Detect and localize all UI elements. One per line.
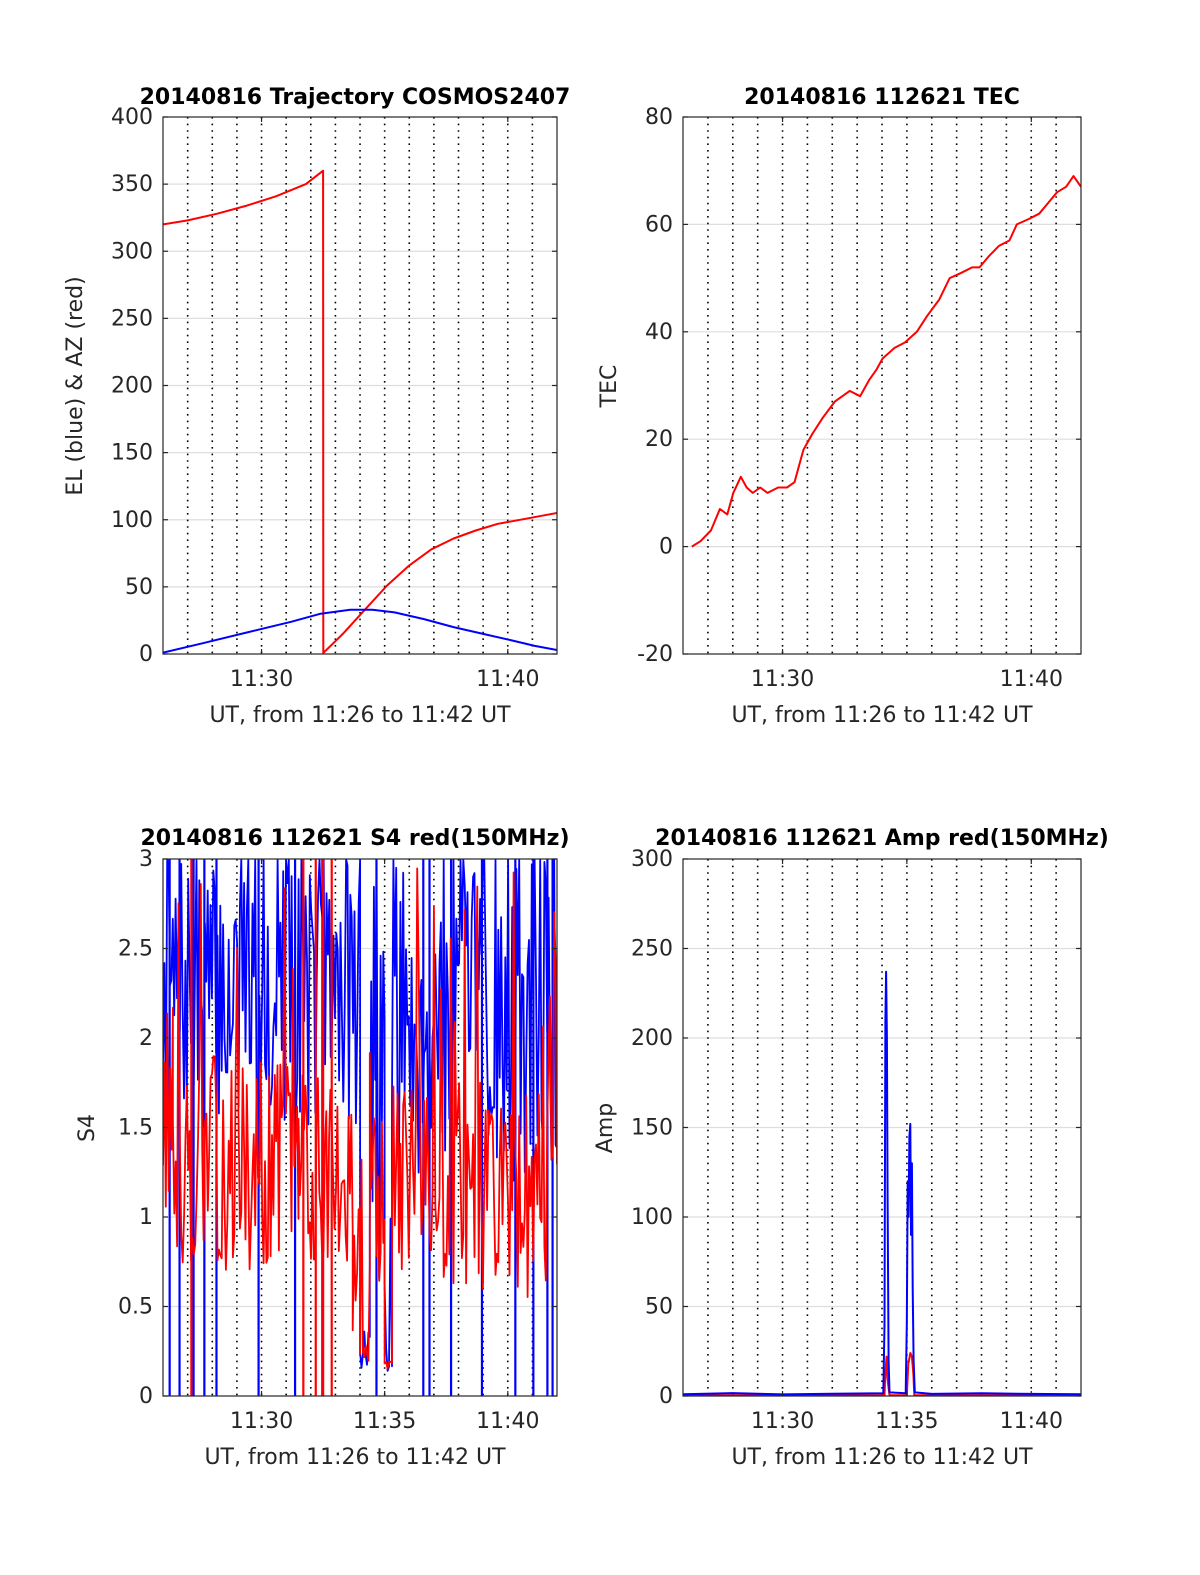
series-line-0 — [691, 175, 1081, 548]
x-tick-label: 11:35 — [353, 1409, 416, 1434]
y-tick-label: 100 — [111, 508, 153, 533]
noisy-series-1 — [163, 867, 557, 1370]
tick-marks: 0 50 100 150 200 250 300 350 400 11:30 11:40 — [111, 105, 557, 692]
y-tick-label: 3 — [139, 847, 153, 872]
y-tick-label: 0 — [659, 1384, 673, 1409]
tick-marks: -20 0 20 40 60 80 11:30 11:40 — [637, 105, 1081, 692]
y-tick-label: 250 — [631, 937, 673, 962]
tick-marks: 0 0.5 1 1.5 2 2.5 3 11:30 11:35 11:40 — [118, 847, 557, 1434]
y-axis-label: Amp — [593, 1103, 618, 1153]
amp-panel: 0 50 100 150 200 250 300 11:30 11:35 11:40 201408… — [593, 826, 1109, 1470]
x-axis-label: UT, from 11:26 to 11:42 UT — [731, 1445, 1033, 1470]
y-tick-label: 200 — [631, 1026, 673, 1051]
y-tick-label: 60 — [645, 212, 673, 237]
series-lines — [163, 169, 557, 654]
y-axis-label: EL (blue) & AZ (red) — [63, 276, 88, 495]
y-tick-label: 50 — [125, 575, 153, 600]
x-tick-label: 11:30 — [751, 1409, 814, 1434]
y-axis-label: TEC — [597, 365, 622, 409]
y-tick-label: 2 — [139, 1026, 153, 1051]
chart-title: 20140816 Trajectory COSMOS2407 — [140, 85, 571, 110]
y-tick-label: 20 — [645, 427, 673, 452]
x-axis-label: UT, from 11:26 to 11:42 UT — [209, 703, 511, 728]
tick-marks: 0 50 100 150 200 250 300 11:30 11:35 11:40 — [631, 847, 1081, 1434]
noisy-series-0 — [163, 859, 557, 1372]
x-tick-label: 11:40 — [1000, 1409, 1063, 1434]
series-lines — [691, 175, 1081, 548]
y-tick-label: 0 — [139, 642, 153, 667]
y-tick-label: 80 — [645, 105, 673, 130]
y-tick-label: 0 — [659, 535, 673, 560]
y-tick-label: 40 — [645, 320, 673, 345]
series-line-0 — [163, 169, 557, 654]
y-tick-label: -20 — [637, 642, 673, 667]
y-tick-label: 1.5 — [118, 1116, 153, 1141]
chart-title: 20140816 112621 Amp red(150MHz) — [655, 826, 1109, 851]
y-tick-label: 100 — [631, 1205, 673, 1230]
y-tick-label: 50 — [645, 1295, 673, 1320]
y-tick-label: 2.5 — [118, 937, 153, 962]
x-tick-label: 11:40 — [1000, 667, 1063, 692]
chart-title: 20140816 112621 S4 red(150MHz) — [140, 826, 569, 851]
x-tick-label: 11:30 — [230, 667, 293, 692]
y-tick-label: 0.5 — [118, 1295, 153, 1320]
x-tick-label: 11:40 — [476, 667, 539, 692]
x-axis-label: UT, from 11:26 to 11:42 UT — [731, 703, 1033, 728]
x-tick-label: 11:35 — [875, 1409, 938, 1434]
y-tick-label: 150 — [631, 1116, 673, 1141]
axes-frame — [682, 116, 1082, 655]
tec-panel: -20 0 20 40 60 80 11:30 11:40 20140816 112621 T… — [597, 85, 1082, 728]
trajectory-panel: 0 50 100 150 200 250 300 350 400 11:30 11:40 20140… — [63, 85, 570, 728]
series-line-1 — [683, 970, 1081, 1396]
y-axis-label: S4 — [75, 1114, 100, 1142]
y-tick-label: 200 — [111, 374, 153, 399]
y-tick-label: 150 — [111, 441, 153, 466]
y-tick-label: 1 — [139, 1205, 153, 1230]
y-tick-label: 400 — [111, 105, 153, 130]
x-tick-label: 11:30 — [230, 1409, 293, 1434]
series-line-1 — [163, 608, 557, 654]
x-tick-label: 11:30 — [751, 667, 814, 692]
x-tick-label: 11:40 — [476, 1409, 539, 1434]
s4-panel: 0 0.5 1 1.5 2 2.5 3 11:30 11:35 11:40 20140816 11… — [75, 826, 570, 1470]
y-tick-label: 0 — [139, 1384, 153, 1409]
y-tick-label: 350 — [111, 172, 153, 197]
y-tick-label: 250 — [111, 306, 153, 331]
chart-title: 20140816 112621 TEC — [744, 85, 1020, 110]
y-tick-label: 300 — [111, 239, 153, 264]
y-tick-label: 300 — [631, 847, 673, 872]
x-axis-label: UT, from 11:26 to 11:42 UT — [204, 1445, 506, 1470]
